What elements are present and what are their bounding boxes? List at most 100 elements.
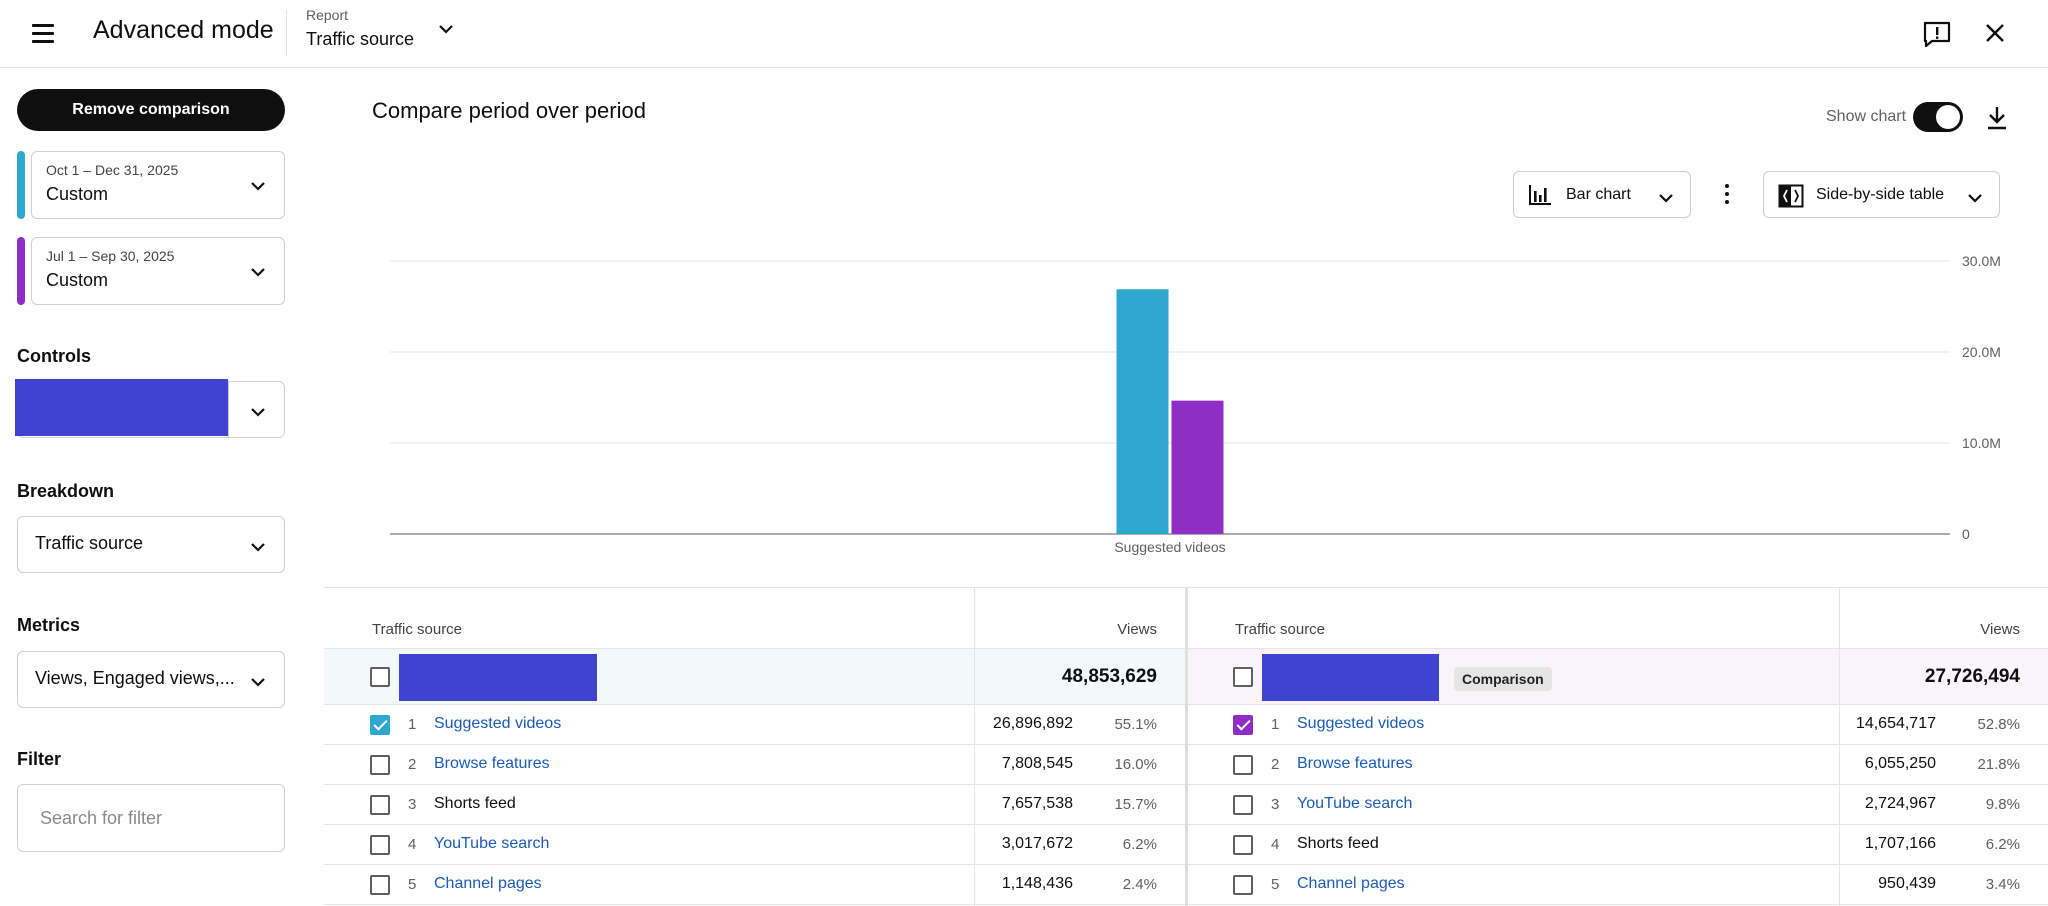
row-traffic-source[interactable]: Suggested videos [434, 715, 562, 732]
row-views: 1,148,436 [1001, 875, 1073, 892]
row-views: 14,654,717 [1855, 715, 1936, 732]
column-header-traffic-source[interactable]: Traffic source [1235, 621, 1326, 638]
row-views-percent: 6.2% [1985, 836, 2020, 853]
table-type-select[interactable]: Side-by-side table [1763, 171, 2000, 218]
row-checkbox[interactable] [370, 795, 390, 815]
total-row: 48,853,629 [324, 648, 1185, 705]
toggle-knob [1936, 105, 1960, 129]
chevron-down-icon [251, 543, 265, 552]
more-options-icon[interactable] [1716, 180, 1738, 208]
table-row: 1 Suggested videos 26,896,892 55.1% [324, 705, 1185, 745]
table-row: 5 Channel pages 1,148,436 2.4% [324, 865, 1185, 905]
controls-select[interactable] [15, 379, 285, 438]
row-views: 7,657,538 [1001, 795, 1073, 812]
chevron-down-icon [251, 678, 265, 687]
app-title: Advanced mode [93, 16, 274, 44]
row-checkbox[interactable] [370, 835, 390, 855]
row-views: 950,439 [1878, 875, 1936, 892]
row-views-percent: 16.0% [1114, 756, 1157, 773]
row-traffic-source[interactable]: Channel pages [1297, 875, 1405, 892]
row-rank: 2 [408, 756, 417, 773]
metrics-value: Views, Engaged views,... [35, 668, 235, 688]
column-divider [1839, 588, 1840, 906]
table-row: 5 Channel pages 950,439 3.4% [1188, 865, 2048, 905]
total-redacted-label [1262, 654, 1439, 701]
row-views: 3,017,672 [1001, 835, 1073, 852]
table-row: 4 YouTube search 3,017,672 6.2% [324, 825, 1185, 865]
filter-search-input[interactable] [17, 784, 285, 852]
row-rank: 1 [1271, 716, 1280, 733]
menu-icon[interactable] [28, 18, 58, 48]
row-checkbox[interactable] [1233, 875, 1253, 895]
row-views-percent: 3.4% [1985, 876, 2020, 893]
sidebar: Remove comparison Oct 1 – Dec 31, 2025 C… [0, 68, 300, 905]
period-color-bar [17, 151, 25, 219]
total-checkbox[interactable] [1233, 667, 1253, 687]
remove-comparison-button[interactable]: Remove comparison [17, 89, 285, 131]
period-box: Jul 1 – Sep 30, 2025 Custom [31, 237, 285, 305]
y-tick-label: 10.0M [1962, 435, 2001, 451]
row-traffic-source[interactable]: Channel pages [434, 875, 542, 892]
row-traffic-source[interactable]: Browse features [434, 755, 550, 772]
row-checkbox[interactable] [370, 755, 390, 775]
row-rank: 4 [408, 836, 417, 853]
row-checkbox[interactable] [370, 715, 390, 735]
row-traffic-source: Shorts feed [434, 795, 516, 812]
row-views-percent: 6.2% [1122, 836, 1157, 853]
metrics-select[interactable]: Views, Engaged views,... [17, 651, 285, 708]
y-tick-label: 30.0M [1962, 253, 2001, 269]
row-checkbox[interactable] [1233, 755, 1253, 775]
row-checkbox[interactable] [1233, 835, 1253, 855]
chart-type-label: Bar chart [1566, 186, 1631, 203]
download-icon[interactable] [1984, 104, 2010, 132]
total-redacted-label [399, 654, 597, 701]
total-row: Comparison 27,726,494 [1188, 648, 2048, 705]
row-traffic-source[interactable]: Suggested videos [1297, 715, 1425, 732]
column-header-views[interactable]: Views [1980, 621, 2020, 638]
bar-comparison[interactable] [1171, 400, 1224, 534]
table-header: Traffic source Views [324, 588, 1185, 648]
show-chart-toggle[interactable] [1913, 102, 1963, 132]
feedback-icon[interactable] [1922, 20, 1952, 48]
period-selector-comparison[interactable]: Jul 1 – Sep 30, 2025 Custom [17, 237, 285, 305]
metrics-label: Metrics [17, 615, 81, 635]
chart-type-select[interactable]: Bar chart [1513, 171, 1691, 218]
row-rank: 1 [408, 716, 417, 733]
row-views-percent: 2.4% [1122, 876, 1157, 893]
period-range: Jul 1 – Sep 30, 2025 [46, 248, 175, 264]
breakdown-value: Traffic source [35, 533, 144, 553]
chevron-down-icon [1968, 194, 1982, 203]
filter-label: Filter [17, 749, 62, 769]
row-rank: 2 [1271, 756, 1280, 773]
row-traffic-source[interactable]: Browse features [1297, 755, 1413, 772]
chevron-down-icon [1659, 194, 1673, 203]
breakdown-select[interactable]: Traffic source [17, 516, 285, 573]
row-checkbox[interactable] [370, 875, 390, 895]
bar-primary[interactable] [1116, 289, 1169, 534]
row-views-percent: 55.1% [1114, 716, 1157, 733]
table-row: 2 Browse features 7,808,545 16.0% [324, 745, 1185, 785]
column-header-views[interactable]: Views [1117, 621, 1157, 638]
y-tick-label: 0 [1962, 526, 1970, 542]
table-row: 2 Browse features 6,055,250 21.8% [1188, 745, 2048, 785]
column-divider [974, 588, 975, 906]
period-selector-primary[interactable]: Oct 1 – Dec 31, 2025 Custom [17, 151, 285, 219]
y-tick-label: 20.0M [1962, 344, 2001, 360]
row-traffic-source[interactable]: YouTube search [1297, 795, 1413, 812]
total-checkbox[interactable] [370, 667, 390, 687]
page-title: Compare period over period [372, 98, 646, 123]
row-traffic-source[interactable]: YouTube search [434, 835, 550, 852]
period-color-bar [17, 237, 25, 305]
chevron-down-icon [251, 268, 265, 277]
table-header: Traffic source Views [1188, 588, 2048, 648]
row-checkbox[interactable] [1233, 795, 1253, 815]
row-traffic-source: Shorts feed [1297, 835, 1379, 852]
close-icon[interactable] [1982, 20, 2008, 46]
column-header-traffic-source[interactable]: Traffic source [372, 621, 463, 638]
report-selector[interactable]: Report Traffic source [306, 5, 466, 55]
row-rank: 5 [1271, 876, 1280, 893]
row-rank: 5 [408, 876, 417, 893]
x-category-label: Suggested videos [1114, 539, 1225, 555]
row-checkbox[interactable] [1233, 715, 1253, 735]
row-views-percent: 21.8% [1977, 756, 2020, 773]
